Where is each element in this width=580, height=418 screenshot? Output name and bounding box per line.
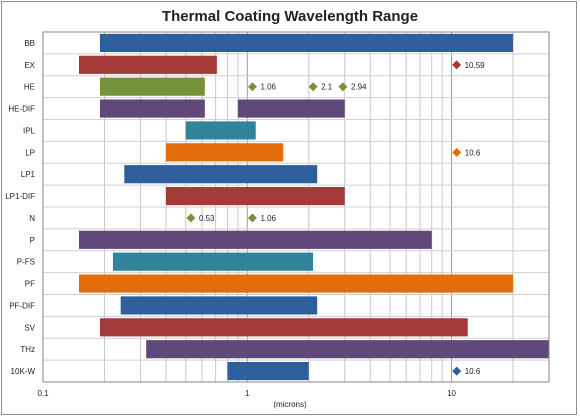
y-category-label: SV xyxy=(24,323,35,332)
y-category-label: PF xyxy=(25,280,35,289)
marker-label: 1.06 xyxy=(260,83,276,92)
y-category-label: P-FS xyxy=(17,258,35,267)
range-bar-lp1-dif xyxy=(165,186,345,206)
range-bar-10k-w xyxy=(227,361,309,381)
y-category-label: HE-DIF xyxy=(8,105,35,114)
chart-title: Thermal Coating Wavelength Range xyxy=(161,8,419,25)
y-category-label: LP1-DIF xyxy=(5,192,35,201)
diamond-marker xyxy=(308,82,318,92)
y-category-label: LP xyxy=(25,148,35,157)
marker-label: 2.94 xyxy=(351,83,367,92)
y-category-label: PF-DIF xyxy=(9,301,35,310)
range-bar-sv xyxy=(99,318,468,337)
y-category-label: EX xyxy=(24,61,35,70)
x-tick-label: 10 xyxy=(447,389,456,398)
y-category-label: P xyxy=(30,236,35,245)
range-bar-he-dif xyxy=(237,99,345,118)
marker-label: 10.59 xyxy=(465,61,486,70)
x-tick-label: 0.1 xyxy=(37,389,49,398)
y-category-label: HE xyxy=(24,83,35,92)
range-bars xyxy=(78,33,550,381)
range-bar-lp xyxy=(165,143,284,162)
diamond-marker xyxy=(247,82,257,92)
range-bar-p xyxy=(78,230,432,249)
range-bar-he-dif xyxy=(99,99,205,118)
x-axis-tick-labels: 0.1 1 10 xyxy=(37,389,456,398)
y-category-label: 10K-W xyxy=(11,367,36,376)
plot-area-border xyxy=(42,31,550,383)
marker-label: 1.06 xyxy=(260,214,276,223)
diamond-marker xyxy=(452,366,462,376)
marker-label: 10.6 xyxy=(465,148,481,157)
range-bar-ex xyxy=(78,55,217,74)
diamond-marker xyxy=(338,82,348,92)
x-axis-title: (microns) xyxy=(273,400,307,409)
range-bar-he xyxy=(99,77,205,96)
range-bar-bb xyxy=(99,33,514,53)
y-category-label: N xyxy=(29,214,35,223)
y-category-label: THz xyxy=(20,345,35,354)
diamond-marker xyxy=(186,213,196,223)
range-bar-pf-dif xyxy=(120,296,318,315)
marker-label: 0.53 xyxy=(199,214,215,223)
marker-label: 10.6 xyxy=(465,367,481,376)
diamond-marker xyxy=(247,213,257,223)
diamond-marker xyxy=(452,147,462,157)
range-bar-thz xyxy=(146,340,550,359)
y-category-label: BB xyxy=(24,39,35,48)
y-category-label: IPL xyxy=(23,126,36,135)
y-category-label: LP1 xyxy=(21,170,36,179)
range-bar-pf xyxy=(78,274,514,293)
range-bar-ipl xyxy=(185,121,256,140)
range-bar-lp1 xyxy=(124,165,318,184)
range-bar-p-fs xyxy=(112,252,314,271)
marker-label: 2.1 xyxy=(321,83,333,92)
y-axis-labels: BB EX HE HE-DIF IPL LP LP1 LP1-DIF N P P-FS PF PF-DI… xyxy=(5,39,35,376)
diamond-marker xyxy=(452,60,462,70)
marker-points: 10.59 1.06 2.1 2.94 10.6 0.53 1.06 10.6 xyxy=(186,60,485,376)
x-tick-label: 1 xyxy=(245,389,250,398)
